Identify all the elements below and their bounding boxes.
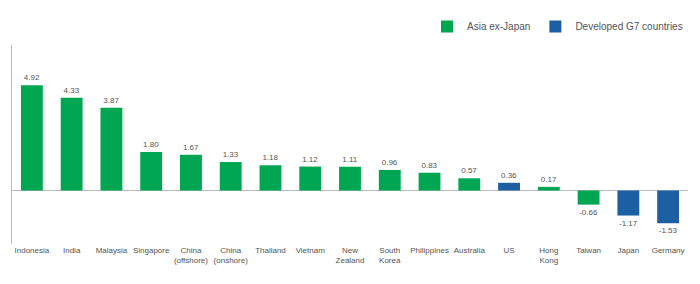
svg-text:Japan: Japan <box>617 246 639 255</box>
svg-text:0.36: 0.36 <box>501 171 517 180</box>
svg-text:Australia: Australia <box>454 246 486 255</box>
svg-text:US: US <box>503 246 514 255</box>
svg-text:Taiwan: Taiwan <box>576 246 601 255</box>
svg-text:Singapore: Singapore <box>133 246 170 255</box>
svg-text:Thailand: Thailand <box>255 246 286 255</box>
svg-text:0.17: 0.17 <box>541 175 557 184</box>
svg-text:1.33: 1.33 <box>223 150 239 159</box>
svg-text:-1.17: -1.17 <box>619 219 638 228</box>
svg-text:3.87: 3.87 <box>103 96 119 105</box>
svg-text:China(onshore): China(onshore) <box>214 246 249 265</box>
svg-text:India: India <box>63 246 81 255</box>
svg-text:0.96: 0.96 <box>382 158 398 167</box>
svg-text:Developed G7 countries: Developed G7 countries <box>575 21 682 32</box>
svg-text:-0.66: -0.66 <box>579 208 598 217</box>
svg-text:China(offshore): China(offshore) <box>174 246 208 265</box>
svg-text:Vietnam: Vietnam <box>296 246 326 255</box>
svg-text:Germany: Germany <box>652 246 685 255</box>
svg-text:NewZealand: NewZealand <box>336 246 365 265</box>
svg-text:1.11: 1.11 <box>342 155 358 164</box>
svg-text:Malaysia: Malaysia <box>96 246 128 255</box>
svg-text:SouthKorea: SouthKorea <box>379 246 401 265</box>
svg-text:Philippines: Philippines <box>410 246 449 255</box>
svg-text:1.12: 1.12 <box>302 155 318 164</box>
svg-text:0.83: 0.83 <box>421 161 437 170</box>
svg-text:0.57: 0.57 <box>461 166 477 175</box>
svg-text:Asia ex-Japan: Asia ex-Japan <box>467 21 530 32</box>
svg-text:1.18: 1.18 <box>262 153 278 162</box>
svg-text:Indonesia: Indonesia <box>15 246 50 255</box>
svg-text:4.33: 4.33 <box>64 86 80 95</box>
svg-text:4.92: 4.92 <box>24 73 40 82</box>
svg-text:1.67: 1.67 <box>183 143 199 152</box>
svg-text:1.80: 1.80 <box>143 140 159 149</box>
svg-text:-1.53: -1.53 <box>659 226 678 235</box>
svg-text:HongKong: HongKong <box>539 246 558 265</box>
